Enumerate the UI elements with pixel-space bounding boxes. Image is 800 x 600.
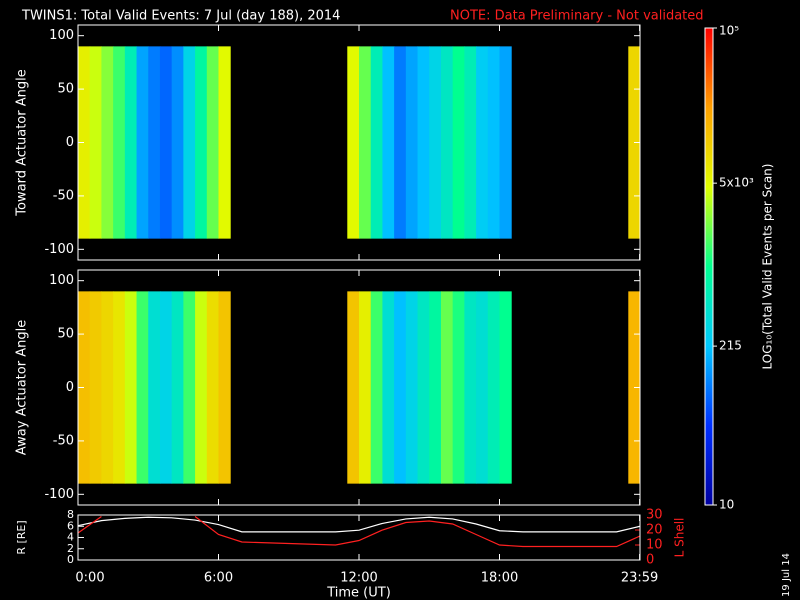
colorbar-tick-label: 10 <box>719 498 734 512</box>
heatmap-cell <box>359 291 372 484</box>
y-tick-label: -100 <box>44 242 74 257</box>
heatmap-cell <box>382 291 395 484</box>
note: NOTE: Data Preliminary - Not validated <box>450 9 704 24</box>
heatmap-cell <box>370 291 383 484</box>
heatmap-cell <box>499 46 512 239</box>
heatmap-cell <box>440 291 454 484</box>
heatmap-cell <box>78 291 91 484</box>
heatmap-cell <box>499 291 512 484</box>
x-tick-label: 12:00 <box>340 571 377 586</box>
y-tick-label: 2 <box>67 542 74 555</box>
colorbar-label: LOG₁₀(Total Valid Events per Scan) <box>761 164 775 370</box>
heatmap-cell <box>113 291 126 484</box>
y2-axis-label: L Shell <box>673 518 687 558</box>
y-tick-label: -100 <box>44 487 74 502</box>
y-tick-label: 0 <box>67 553 74 566</box>
colorbar-tick-label: 10⁵ <box>719 24 739 38</box>
heatmap-cell <box>136 291 149 484</box>
y-tick-label: 6 <box>67 519 74 532</box>
x-tick-label: 0:00 <box>75 571 104 586</box>
heatmap-cell <box>159 291 173 484</box>
heatmap-cell <box>124 291 138 484</box>
line-series <box>77 516 641 533</box>
x-tick-label: 18:00 <box>481 571 518 586</box>
y-tick-label: 0 <box>66 135 74 150</box>
y-tick-label: 8 <box>67 508 74 521</box>
heatmap-cell <box>464 291 477 484</box>
heatmap-cell <box>195 291 208 484</box>
plot-frame <box>77 514 641 561</box>
y-tick-label: 0 <box>66 380 74 395</box>
heatmap-cell <box>171 291 184 484</box>
y-tick-label: 50 <box>57 82 74 97</box>
heatmap-cell <box>218 291 231 484</box>
heatmap-cell <box>113 46 126 239</box>
heatmap-cell <box>206 291 219 484</box>
x-axis-label: Time (UT) <box>326 586 391 600</box>
heatmap-cell <box>78 46 91 239</box>
heatmap-cell <box>159 46 173 239</box>
heatmap-cell <box>405 291 419 484</box>
heatmap-cell <box>417 291 430 484</box>
line-series <box>77 516 641 548</box>
heatmap-cell <box>101 46 114 239</box>
chart-title: TWINS1: Total Valid Events: 7 Jul (day 1… <box>21 9 340 24</box>
heatmap-cell <box>359 46 372 239</box>
heatmap-cell <box>171 46 184 239</box>
heatmap-cell <box>452 291 465 484</box>
heatmap-cell <box>382 46 395 239</box>
heatmap-cell <box>218 46 231 239</box>
heatmap-cell <box>206 46 219 239</box>
y-tick-label: 50 <box>57 327 74 342</box>
heatmap-cell <box>394 46 407 239</box>
y-axis-label: Away Actuator Angle <box>15 320 30 455</box>
date-stamp: 19 Jul 14 <box>781 553 792 597</box>
heatmap-cell <box>370 46 383 239</box>
heatmap-cell <box>429 291 442 484</box>
x-tick-label: 6:00 <box>204 571 233 586</box>
heatmap-cell <box>183 46 196 239</box>
heatmap-cell <box>347 291 360 484</box>
heatmap-cell <box>440 46 454 239</box>
y2-tick-label: 20 <box>646 523 663 538</box>
heatmap-cell <box>487 291 500 484</box>
colorbar <box>705 28 713 505</box>
y-axis-label: Toward Actuator Angle <box>15 69 30 216</box>
y2-tick-label: 0 <box>646 553 654 568</box>
y-tick-label: -50 <box>53 188 74 203</box>
y-tick-label: -50 <box>53 433 74 448</box>
heatmap-cell <box>183 291 196 484</box>
heatmap-cell <box>195 46 208 239</box>
y2-tick-label: 10 <box>646 538 663 553</box>
y-tick-label: 100 <box>49 273 74 288</box>
heatmap-cell <box>405 46 419 239</box>
heatmap-cell <box>464 46 477 239</box>
colorbar-tick-label: 5x10³ <box>719 176 754 190</box>
heatmap-cell <box>148 291 161 484</box>
heatmap-cell <box>101 291 114 484</box>
heatmap-cell <box>347 46 360 239</box>
heatmap-cell <box>487 46 500 239</box>
heatmap-cell <box>89 291 102 484</box>
heatmap-cell <box>429 46 442 239</box>
y2-tick-label: 30 <box>646 508 663 523</box>
heatmap-cell <box>124 46 138 239</box>
y-axis-label: R [RE] <box>15 520 28 554</box>
x-tick-label: 23:59 <box>621 571 658 586</box>
heatmap-cell <box>394 291 407 484</box>
heatmap-cell <box>89 46 102 239</box>
heatmap-cell <box>452 46 465 239</box>
y-tick-label: 4 <box>67 531 74 544</box>
heatmap-cell <box>476 46 489 239</box>
colorbar-tick-label: 215 <box>719 339 742 353</box>
heatmap-cell <box>148 46 161 239</box>
heatmap-cell <box>136 46 149 239</box>
heatmap-cell <box>417 46 430 239</box>
colorbar-frame <box>704 27 714 506</box>
heatmap-cell <box>476 291 489 484</box>
y-tick-label: 100 <box>49 28 74 43</box>
